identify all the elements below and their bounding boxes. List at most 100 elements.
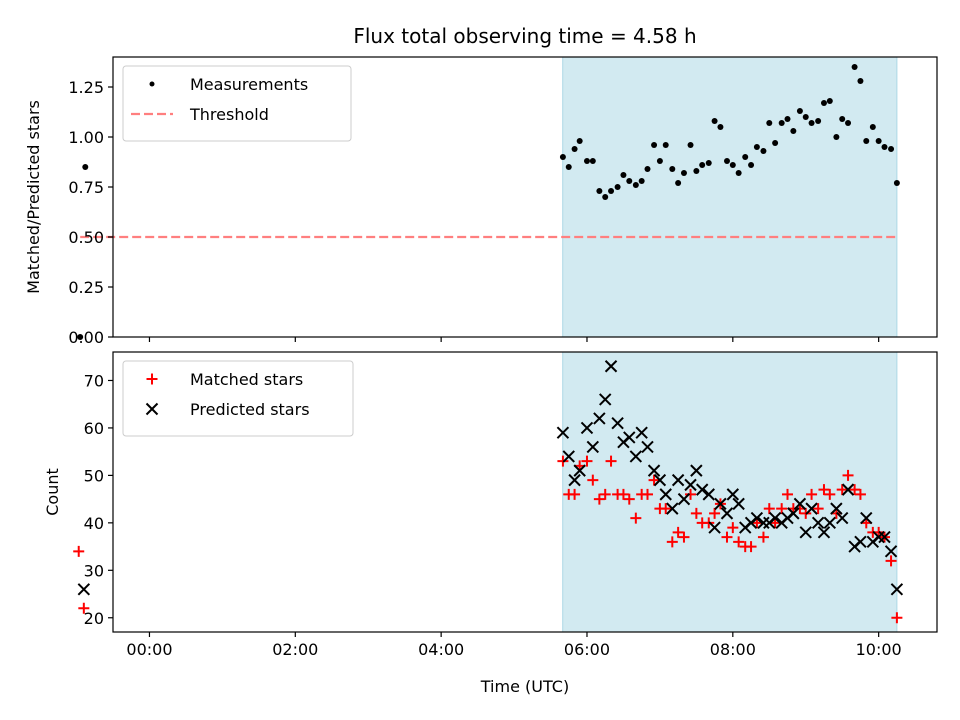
panel1-data-point-x	[841, 483, 855, 496]
panel1-data-point-x	[666, 502, 679, 515]
panel1-data-point-plus	[78, 602, 90, 614]
panel1-data-point-x	[726, 488, 740, 501]
panel1-data-point-plus	[818, 484, 830, 496]
panel0-data-point	[711, 118, 718, 124]
panel1-legend-label: Matched stars	[190, 370, 303, 389]
panel0-legend: Measurements Threshold	[122, 65, 352, 142]
panel1-data-point-x	[805, 502, 818, 515]
panel1-x-tick-label: 02:00	[272, 640, 318, 659]
panel1-data-point-x	[556, 426, 570, 439]
panel0-data-point	[602, 194, 609, 200]
panel0-data-point	[638, 178, 645, 184]
panel1-data-point-plus	[849, 484, 861, 496]
bottom-y-axis-label: Count	[43, 468, 62, 516]
panel0-data-point	[760, 148, 767, 154]
panel1-data-point-plus	[605, 455, 617, 467]
panel1-data-point-x	[787, 507, 800, 520]
panel1-data-point-x	[793, 497, 807, 511]
panel1-data-point-x	[878, 530, 891, 544]
panel0-data-point	[620, 172, 627, 178]
panel1-y-tick-label: 30	[84, 561, 104, 580]
panel0-data-point	[693, 168, 700, 174]
panel1-data-point-plus	[648, 474, 660, 486]
panel0-data-point	[82, 164, 89, 170]
top-panel: 0.00 0.25 0.50 0.75 1.00 1.25 Measurements Thre…	[68, 56, 938, 347]
panel0-data-point	[632, 182, 639, 188]
panel1-data-point-plus	[73, 545, 85, 557]
panel1-legend-box	[122, 360, 354, 437]
panel0-data-point	[808, 120, 815, 126]
panel0-data-point	[888, 146, 895, 152]
panel1-data-point-x	[811, 516, 825, 530]
panel1-data-point-plus	[763, 503, 775, 515]
panel0-data-point	[589, 158, 596, 164]
panel0-data-point	[820, 100, 827, 106]
panel0-data-point	[717, 124, 724, 130]
panel1-data-point-plus	[709, 507, 721, 519]
panel1-data-point-plus	[685, 488, 697, 500]
panel1-data-point-x	[714, 497, 727, 511]
panel1-data-point-plus	[666, 536, 678, 548]
panel1-data-point-x	[604, 360, 618, 373]
panel0-data-point	[893, 180, 900, 186]
panel0-data-point	[790, 128, 797, 134]
panel1-y-tick-label: 70	[84, 371, 104, 390]
panel1-data-point-x	[768, 511, 782, 525]
panel1-data-point-plus	[812, 503, 824, 515]
panel0-data-point	[875, 138, 882, 144]
panel0-data-point	[675, 180, 682, 186]
panel1-data-point-x	[823, 516, 837, 530]
panel1-data-point-x	[872, 530, 885, 544]
panel0-data-point	[742, 154, 749, 160]
panel0-data-point	[778, 120, 785, 126]
panel0-shaded-interval	[562, 57, 897, 337]
chart-title: Flux total observing time = 4.58 h	[353, 24, 696, 48]
panel0-data-point	[644, 166, 651, 172]
panel0-legend-marker-dot	[149, 81, 155, 87]
panel0-data-point	[656, 158, 663, 164]
panel1-y-tick-label: 40	[84, 514, 104, 533]
panel0-legend-label: Measurements	[190, 75, 308, 94]
panel0-data-point	[77, 334, 84, 340]
panel1-data-point-x	[695, 483, 709, 496]
panel1-data-point-x	[884, 545, 898, 558]
panel1-data-point-x	[690, 464, 703, 477]
panel1-legend-marker-x	[145, 402, 159, 416]
panel1-data-point-x	[684, 478, 697, 492]
panel0-data-point	[687, 142, 694, 148]
panel0-data-point	[669, 166, 676, 172]
panel1-data-point-plus	[891, 612, 903, 624]
panel0-data-point	[766, 120, 773, 126]
panel1-data-point-x	[757, 516, 770, 530]
panel1-data-point-plus	[727, 522, 739, 534]
panel1-data-point-x	[817, 526, 831, 539]
panel0-data-point	[680, 170, 687, 176]
panel1-data-point-plus	[642, 488, 654, 500]
panel0-data-point	[802, 114, 809, 120]
panel1-data-point-x	[580, 421, 594, 435]
panel1-data-point-x	[599, 393, 612, 406]
panel1-data-point-x	[671, 473, 685, 487]
panel1-y-tick-label: 60	[84, 419, 104, 438]
panel1-x-tick-label: 10:00	[856, 640, 902, 659]
panel1-data-point-x	[77, 583, 91, 596]
panel0-data-point	[796, 108, 803, 114]
panel1-data-point-plus	[842, 469, 854, 481]
panel1-legend-marker-plus	[146, 373, 158, 385]
panel0-data-point	[596, 188, 603, 194]
panel1-x-tick-label: 06:00	[564, 640, 610, 659]
panel1-x-tick-label: 08:00	[710, 640, 756, 659]
panel1-data-point-x	[659, 488, 672, 501]
panel0-y-tick-label: 0.50	[68, 228, 104, 247]
panel0-data-point	[699, 162, 706, 168]
panel1-data-point-x	[586, 440, 600, 454]
panel0-data-point	[833, 134, 840, 140]
panel0-y-tick-label: 0.75	[68, 178, 104, 197]
panel0-data-point	[565, 164, 572, 170]
panel1-data-point-x	[708, 521, 721, 534]
panel0-data-point	[772, 140, 779, 146]
panel0-data-point	[784, 116, 791, 122]
panel0-data-point	[651, 142, 658, 148]
panel1-data-point-x	[702, 488, 715, 501]
